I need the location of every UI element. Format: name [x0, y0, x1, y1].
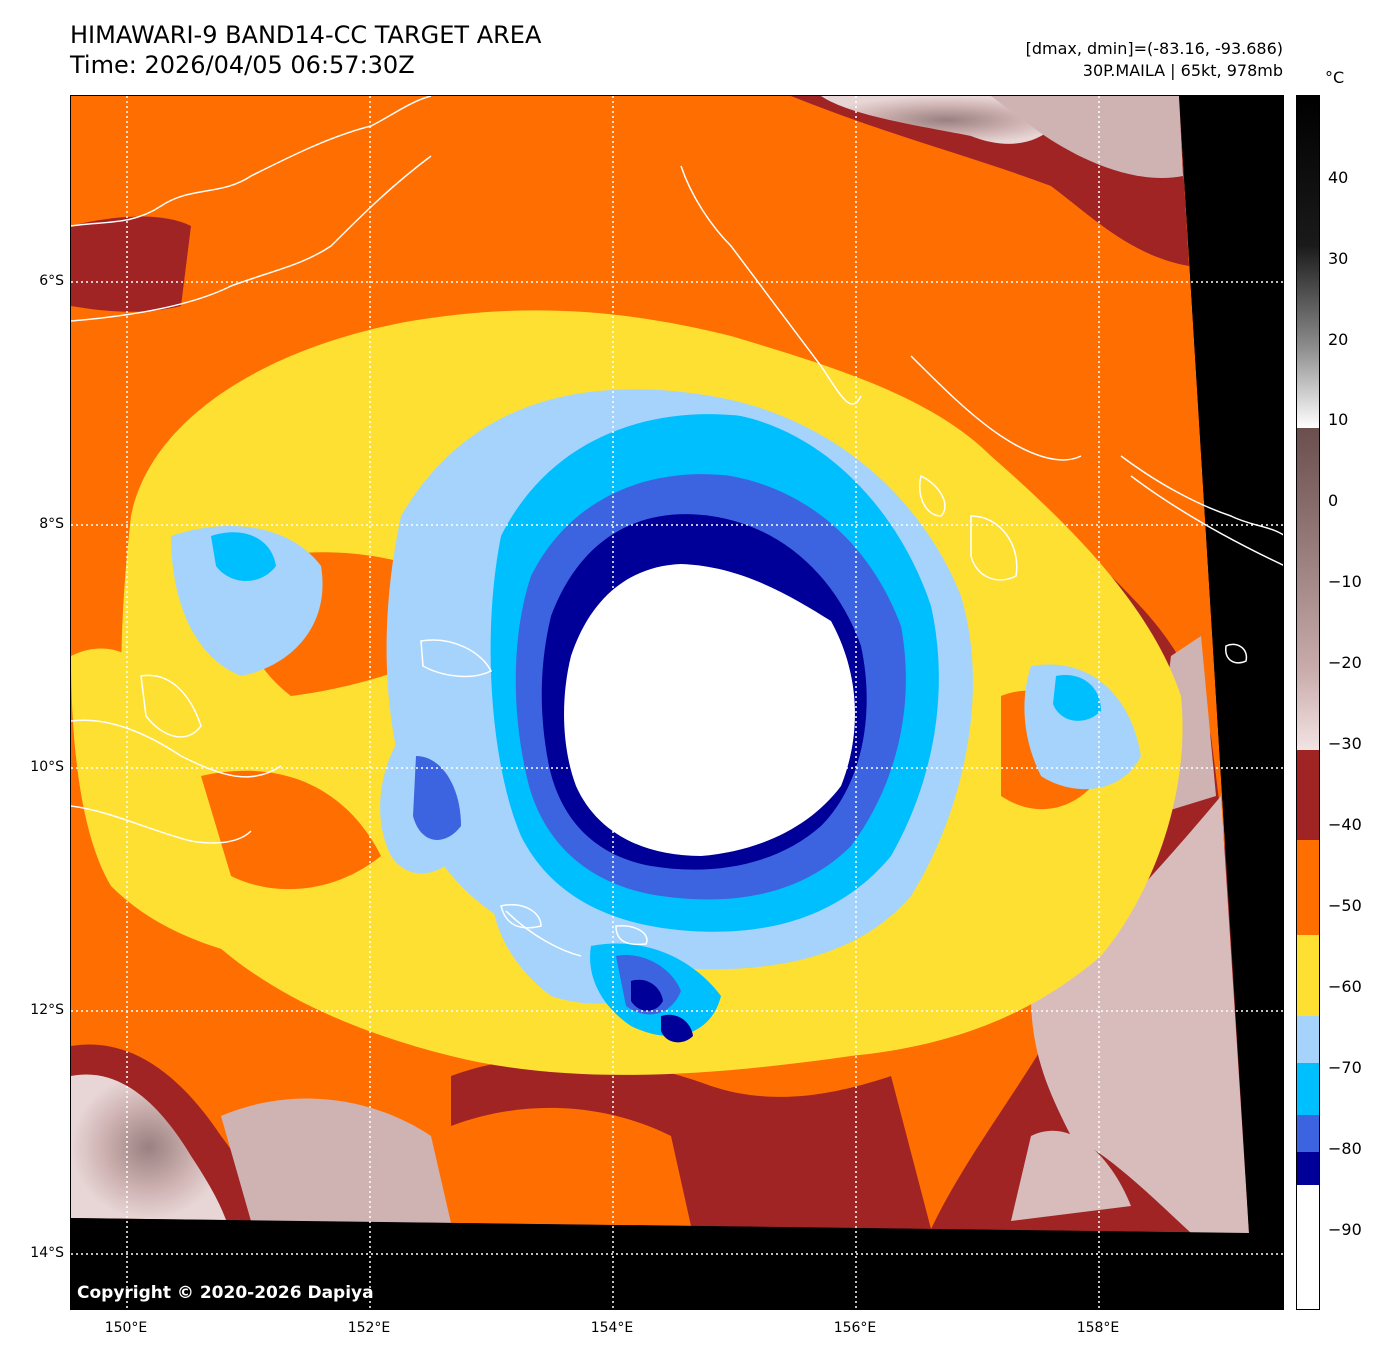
coastline: [680, 165, 862, 405]
coastline: [71, 155, 432, 322]
lat-label: 6°S: [39, 273, 64, 289]
coastline: [71, 96, 432, 227]
colorbar-segment-pink: [1297, 428, 1319, 750]
colorbar-tick: −30: [1328, 734, 1362, 753]
orange-patch: [201, 770, 381, 890]
coastline: [615, 925, 648, 946]
gray-patch: [1031, 796, 1249, 1233]
yellow-band: [71, 648, 301, 966]
lat-label: 10°S: [30, 759, 64, 775]
coastline: [420, 639, 493, 678]
title-line-2: Time: 2026/04/05 06:57:30Z: [70, 51, 415, 79]
colorbar-segment-royal-blue: [1297, 1115, 1319, 1152]
coastline: [1130, 475, 1283, 566]
colorbar-segment-white: [1297, 1185, 1319, 1309]
colorbar-segment-yellow: [1297, 935, 1319, 1016]
colorbar-segment-light-blue: [1297, 1016, 1319, 1063]
satellite-imagery: [71, 96, 1283, 1309]
colorbar-segment-orange: [1297, 840, 1319, 935]
dark-red-patch: [71, 216, 191, 312]
colorbar-tick: −60: [1328, 977, 1362, 996]
lat-label: 8°S: [39, 516, 64, 532]
coastline: [71, 719, 282, 778]
lon-label: 150°E: [104, 1320, 148, 1336]
gray-patch: [221, 1098, 451, 1223]
cold-core: [564, 564, 855, 856]
light-blue-patch: [1024, 664, 1141, 790]
coastlines: [71, 96, 1283, 957]
colorbar-tick: 20: [1328, 330, 1349, 349]
colorbar: [1296, 95, 1320, 1310]
colorbar-tick: −50: [1328, 896, 1362, 915]
coastline: [140, 674, 202, 738]
storm-line: 30P.MAILA | 65kt, 978mb: [1082, 61, 1283, 80]
lon-label: 158°E: [1076, 1320, 1120, 1336]
lat-label: 12°S: [30, 1002, 64, 1018]
coastline: [1225, 643, 1248, 664]
lon-label: 156°E: [833, 1320, 877, 1336]
gray-patch: [1011, 1130, 1131, 1221]
coastline: [919, 474, 946, 517]
orange-patch: [451, 1107, 691, 1226]
gray-patch: [991, 96, 1183, 178]
colorbar-scale: [1297, 96, 1319, 1309]
colorbar-tick: −10: [1328, 572, 1362, 591]
colorbar-unit: °C: [1325, 68, 1345, 87]
colorbar-segment-gray: [1297, 96, 1319, 428]
stats-line: [dmax, dmin]=(-83.16, -93.686): [1025, 39, 1283, 58]
royal-blue-patch: [413, 756, 461, 840]
colorbar-tick: −90: [1328, 1220, 1362, 1239]
storm-info: [dmax, dmin]=(-83.16, -93.686) 30P.MAILA…: [1026, 38, 1283, 82]
navy-patch: [661, 1014, 693, 1043]
colorbar-tick: 40: [1328, 168, 1349, 187]
coastline: [910, 355, 1082, 461]
colorbar-tick: 30: [1328, 249, 1349, 268]
gray-patch: [71, 1074, 226, 1220]
coastline: [970, 515, 1018, 581]
coastline: [1120, 455, 1283, 536]
no-data-area: [71, 1218, 1283, 1309]
colorbar-segment-sky-blue: [1297, 1063, 1319, 1115]
sky-blue-patch: [1053, 675, 1101, 721]
graticule: [71, 96, 1283, 1309]
colorbar-segment-dark-red: [1297, 750, 1319, 840]
title-line-1: HIMAWARI-9 BAND14-CC TARGET AREA: [70, 21, 542, 49]
colorbar-tick: 10: [1328, 410, 1349, 429]
coastline: [505, 910, 582, 957]
lat-label: 14°S: [30, 1245, 64, 1261]
copyright-text: Copyright © 2020-2026 Dapiya: [77, 1283, 374, 1303]
chart-title: HIMAWARI-9 BAND14-CC TARGET AREA Time: 2…: [70, 20, 541, 80]
colorbar-tick: −80: [1328, 1139, 1362, 1158]
lon-label: 152°E: [347, 1320, 391, 1336]
satellite-map: Copyright © 2020-2026 Dapiya: [70, 95, 1284, 1310]
colorbar-tick: 0: [1328, 491, 1339, 510]
navy-patch: [631, 979, 663, 1011]
coastline: [71, 805, 252, 844]
light-blue-patch: [171, 526, 323, 676]
colorbar-tick: −40: [1328, 815, 1362, 834]
sky-blue-patch: [211, 532, 276, 581]
colorbar-tick: −70: [1328, 1058, 1362, 1077]
coastline: [500, 904, 542, 929]
no-data-area: [1179, 96, 1283, 1307]
lon-label: 154°E: [590, 1320, 634, 1336]
colorbar-tick: −20: [1328, 653, 1362, 672]
colorbar-segment-navy: [1297, 1152, 1319, 1185]
